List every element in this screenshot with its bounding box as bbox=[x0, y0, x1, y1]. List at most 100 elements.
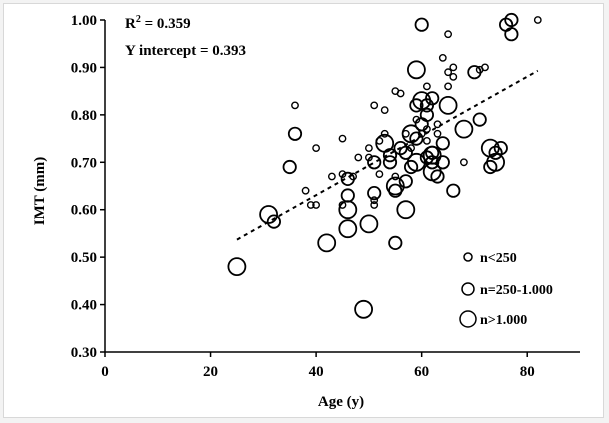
data-point-medium bbox=[425, 155, 440, 170]
data-point-medium bbox=[403, 159, 419, 175]
data-point-small bbox=[391, 172, 400, 181]
data-point-medium bbox=[388, 183, 403, 198]
data-point-small bbox=[444, 68, 452, 77]
y-tick-label: 0.40 bbox=[71, 298, 97, 314]
labels-layer: 0.30 0.40 0.50 0.60 0.70 0.80 0.90 1.00 0 20 40 60 8… bbox=[71, 13, 535, 380]
data-point-large bbox=[406, 60, 426, 80]
data-point-medium bbox=[425, 145, 440, 160]
data-point-small bbox=[481, 63, 489, 72]
y-tick-label: 0.70 bbox=[71, 155, 97, 171]
intercept-annotation: Y intercept = 0.393 bbox=[125, 43, 246, 59]
data-point-small bbox=[306, 201, 315, 209]
data-point-small bbox=[370, 101, 379, 110]
data-point-small bbox=[291, 101, 299, 110]
data-point-small bbox=[327, 172, 336, 181]
data-point-small bbox=[338, 201, 347, 209]
data-point-small bbox=[422, 136, 431, 145]
legend-marker-large bbox=[459, 310, 477, 328]
data-point-medium bbox=[435, 136, 450, 151]
data-point-large bbox=[338, 200, 358, 220]
data-point-medium bbox=[409, 98, 424, 113]
legend-label-medium: n=250-1.000 bbox=[480, 283, 553, 298]
data-point-small bbox=[354, 153, 363, 162]
legend-marker-medium bbox=[461, 282, 475, 296]
y-tick-label: 0.80 bbox=[71, 108, 97, 124]
data-point-medium bbox=[382, 148, 398, 163]
data-point-medium bbox=[367, 186, 382, 201]
x-tick-label: 60 bbox=[414, 364, 429, 380]
data-point-large bbox=[406, 152, 426, 172]
data-point-small bbox=[407, 144, 415, 153]
data-point-large bbox=[354, 299, 374, 319]
data-point-large bbox=[396, 200, 416, 220]
data-point-medium bbox=[425, 91, 440, 106]
data-point-small bbox=[364, 144, 373, 153]
data-point-large bbox=[359, 214, 379, 234]
legend: n<250 n=250-1.000 n>1.000 bbox=[459, 251, 553, 328]
y-axis-title: IMT (mm) bbox=[32, 157, 48, 225]
data-point-large bbox=[486, 152, 506, 172]
data-point-medium bbox=[382, 155, 398, 170]
legend-label-small: n<250 bbox=[480, 251, 517, 266]
data-point-small bbox=[444, 82, 452, 91]
y-tick-label: 0.30 bbox=[71, 345, 97, 361]
y-tick-label: 0.90 bbox=[71, 60, 97, 76]
data-point-medium bbox=[367, 155, 382, 170]
trendline-layer bbox=[236, 69, 539, 241]
data-point-medium bbox=[287, 126, 303, 141]
data-point-large bbox=[227, 257, 247, 277]
data-point-small bbox=[338, 134, 347, 143]
r-squared-value: = 0.359 bbox=[141, 16, 191, 32]
data-point-medium bbox=[504, 12, 519, 28]
data-point-medium bbox=[435, 155, 450, 170]
y-tick-label: 0.60 bbox=[71, 203, 97, 219]
data-point-large bbox=[385, 176, 405, 196]
data-point-medium bbox=[409, 131, 424, 146]
data-point-small bbox=[433, 129, 442, 138]
legend-marker-small bbox=[463, 252, 473, 262]
x-tick-label: 0 bbox=[101, 364, 109, 380]
x-axis-title: Age (y) bbox=[318, 394, 364, 410]
data-point-small bbox=[422, 82, 431, 91]
data-point-medium bbox=[483, 159, 498, 175]
scatter-chart: 0.30 0.40 0.50 0.60 0.70 0.80 0.90 1.00 0 20 40 60 8… bbox=[32, 12, 580, 410]
data-point-medium bbox=[430, 169, 445, 184]
data-point-medium bbox=[493, 141, 508, 156]
data-point-medium bbox=[340, 188, 355, 203]
data-point-small bbox=[444, 30, 452, 39]
data-point-medium bbox=[398, 174, 413, 189]
axes-layer bbox=[100, 19, 580, 357]
points-layer bbox=[227, 12, 542, 319]
chart-frame: 0.30 0.40 0.50 0.60 0.70 0.80 0.90 1.00 0 20 40 60 8… bbox=[3, 3, 604, 418]
data-point-medium bbox=[398, 145, 413, 160]
data-point-small bbox=[312, 201, 320, 209]
y-tick-label: 1.00 bbox=[71, 13, 97, 29]
data-point-small bbox=[438, 54, 447, 62]
data-point-small bbox=[375, 170, 384, 179]
data-point-small bbox=[380, 106, 389, 115]
data-point-medium bbox=[388, 235, 403, 250]
data-point-large bbox=[454, 119, 474, 139]
trendline bbox=[236, 69, 539, 241]
r-squared-annotation: R2 = 0.359 bbox=[125, 14, 191, 32]
data-point-medium bbox=[472, 112, 487, 127]
x-tick-label: 80 bbox=[520, 364, 535, 380]
data-point-small bbox=[449, 63, 458, 72]
data-point-medium bbox=[504, 27, 519, 42]
data-point-small bbox=[533, 16, 542, 24]
r-squared-superscript: 2 bbox=[136, 14, 141, 25]
y-tick-label: 0.50 bbox=[71, 250, 97, 266]
data-point-small bbox=[370, 201, 379, 209]
data-point-medium bbox=[414, 17, 429, 32]
x-tick-label: 40 bbox=[309, 364, 324, 380]
data-point-small bbox=[312, 144, 320, 153]
x-tick-label: 20 bbox=[203, 364, 218, 380]
data-point-small bbox=[380, 129, 389, 138]
r-squared-prefix: R bbox=[125, 16, 136, 32]
data-point-large bbox=[317, 233, 337, 253]
data-point-large bbox=[338, 219, 358, 239]
data-point-small bbox=[459, 158, 468, 167]
data-point-small bbox=[449, 73, 458, 81]
data-point-small bbox=[396, 89, 405, 98]
data-point-medium bbox=[282, 159, 297, 175]
